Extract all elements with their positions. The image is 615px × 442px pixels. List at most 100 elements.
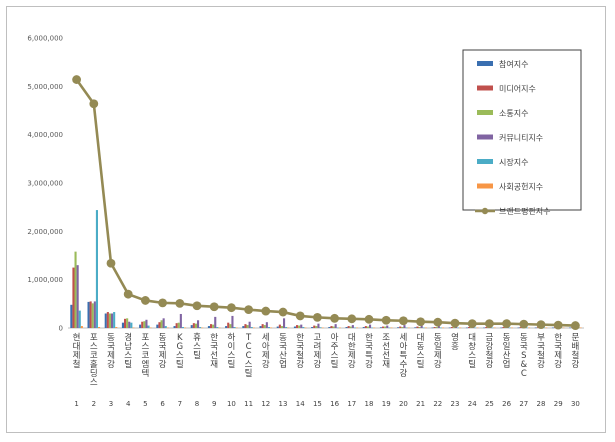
bar xyxy=(173,326,176,328)
bar xyxy=(442,327,445,329)
bar xyxy=(562,327,565,329)
bar xyxy=(334,324,337,328)
brand-index-point xyxy=(381,315,391,325)
rank-label: 2 xyxy=(92,400,96,408)
bar xyxy=(285,327,288,328)
bar xyxy=(175,323,178,328)
brand-index-point xyxy=(571,321,580,330)
bar xyxy=(231,315,234,328)
rank-label: 3 xyxy=(109,400,113,408)
bar xyxy=(235,327,238,329)
bar xyxy=(519,327,522,328)
bar xyxy=(283,318,286,328)
bar xyxy=(89,301,92,328)
brand-index-point xyxy=(364,314,374,324)
bar xyxy=(364,326,367,328)
bar xyxy=(158,322,161,328)
bar xyxy=(287,327,290,329)
bar xyxy=(98,327,101,328)
bar xyxy=(465,327,468,329)
legend-swatch xyxy=(477,134,493,140)
brand-index-point xyxy=(123,289,133,299)
bar xyxy=(315,326,318,328)
bar xyxy=(373,327,376,329)
bar xyxy=(450,327,453,328)
legend-label: 참여지수 xyxy=(499,59,528,69)
brand-index-point xyxy=(553,320,563,330)
bar xyxy=(72,267,75,328)
rank-label: 17 xyxy=(347,400,356,408)
bar xyxy=(338,327,341,329)
bar xyxy=(166,327,169,329)
bar xyxy=(210,324,213,328)
bar xyxy=(91,303,94,328)
bar xyxy=(422,327,425,329)
bar xyxy=(143,321,146,328)
rank-label: 23 xyxy=(451,400,460,408)
bar xyxy=(313,325,316,328)
bar xyxy=(414,327,417,328)
bar xyxy=(267,327,270,328)
y-tick-label: 2,000,000 xyxy=(27,228,63,236)
bar xyxy=(214,316,217,328)
bar xyxy=(405,327,408,329)
bar xyxy=(128,321,131,328)
bar xyxy=(207,326,210,328)
bar xyxy=(216,327,219,328)
rank-label: 19 xyxy=(382,400,391,408)
rank-label: 22 xyxy=(433,400,442,408)
rank-label: 13 xyxy=(279,400,288,408)
bar xyxy=(448,327,451,329)
bar xyxy=(332,326,335,328)
legend-swatch xyxy=(477,159,493,164)
rank-label: 4 xyxy=(126,400,131,408)
brand-index-point xyxy=(450,318,460,328)
bar xyxy=(371,327,374,329)
bar xyxy=(437,326,440,328)
bar xyxy=(252,327,255,329)
bar xyxy=(177,322,180,328)
bar xyxy=(330,326,333,328)
bar xyxy=(551,327,554,329)
bar xyxy=(435,327,438,328)
bar xyxy=(293,326,296,328)
bar xyxy=(296,325,299,328)
legend-label: 사회공헌지수 xyxy=(499,183,543,192)
rank-label: 5 xyxy=(143,400,147,408)
bar xyxy=(141,321,144,328)
bar xyxy=(278,324,281,328)
bar xyxy=(164,326,167,328)
y-tick-label: 3,000,000 xyxy=(27,180,63,188)
brand-index-point xyxy=(72,75,81,84)
brand-index-point xyxy=(502,319,511,329)
bar xyxy=(93,301,96,328)
bar xyxy=(95,210,98,328)
bar xyxy=(362,327,365,328)
bar xyxy=(111,313,114,328)
brand-index-point xyxy=(416,317,425,327)
bar xyxy=(528,327,531,329)
bar xyxy=(139,324,142,328)
bar xyxy=(369,324,372,328)
bar xyxy=(439,327,442,329)
bar xyxy=(345,327,348,328)
bar xyxy=(433,327,436,328)
rank-label: 11 xyxy=(244,400,253,408)
bar xyxy=(416,326,419,328)
bar xyxy=(76,265,79,328)
bar xyxy=(543,327,546,329)
bar xyxy=(225,326,228,328)
